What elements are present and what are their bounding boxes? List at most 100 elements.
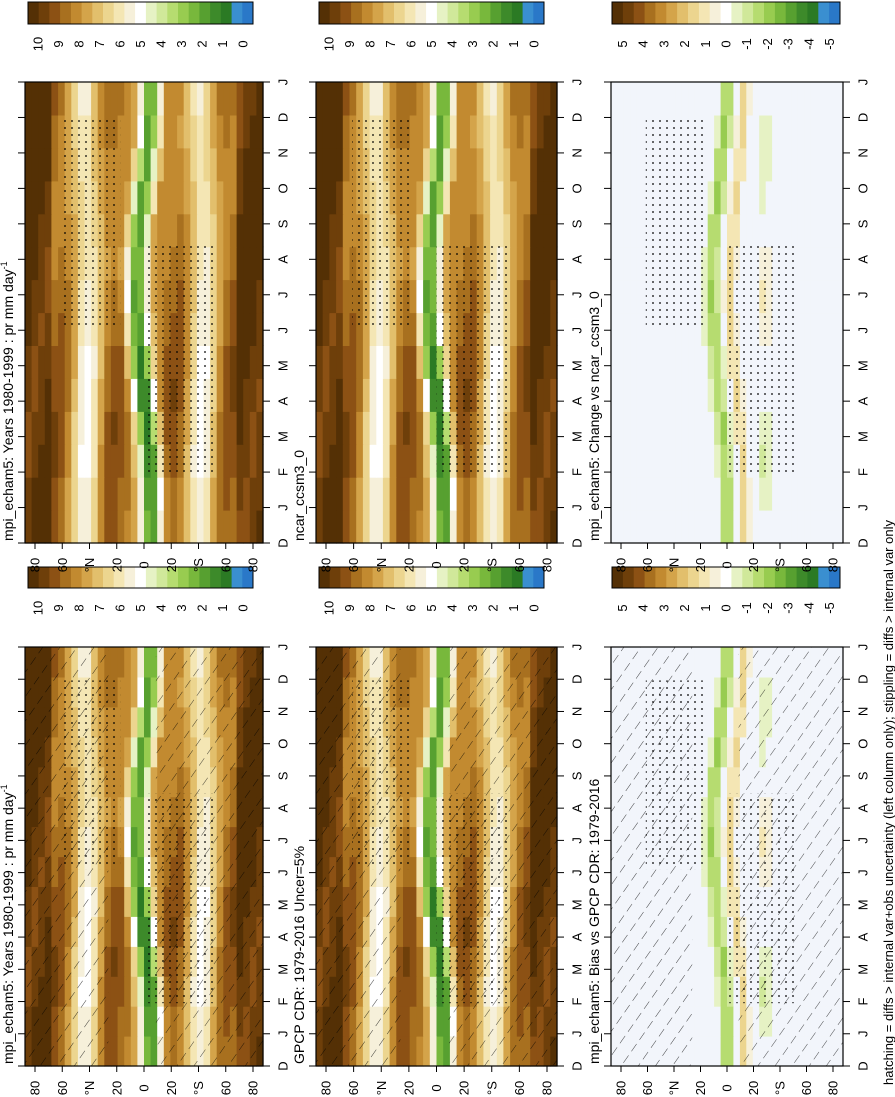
heatmap-cell: [249, 378, 257, 412]
heatmap-cell: [707, 510, 715, 544]
colorbar-swatch: [458, 567, 470, 588]
heatmap-cell: [163, 180, 171, 215]
colorbar-swatch: [70, 567, 82, 588]
heatmap-cell: [817, 180, 825, 215]
heatmap-cell: [746, 477, 754, 511]
heatmap-cell: [157, 213, 165, 248]
heatmap-cell: [636, 477, 644, 511]
heatmap-cell: [177, 82, 185, 116]
heatmap-cell: [389, 444, 397, 478]
heatmap-cell: [656, 477, 664, 511]
heatmap-cell: [403, 378, 411, 412]
heatmap-cell: [523, 510, 531, 544]
heatmap-cell: [810, 444, 818, 478]
stippling-overlay: [645, 118, 704, 327]
heatmap-cell: [617, 279, 625, 314]
heatmap-cell: [256, 411, 264, 445]
heatmap-cell: [630, 180, 638, 215]
colorbar-swatch: [490, 567, 502, 588]
heatmap-cell: [137, 796, 145, 828]
heatmap-cell: [229, 411, 238, 445]
heatmap-cell: [423, 886, 431, 917]
colorbar-swatch: [199, 567, 211, 588]
lat-tick-label: 80: [246, 1081, 261, 1095]
heatmap-cell: [720, 411, 728, 445]
heatmap-cell: [124, 886, 132, 917]
heatmap-cell: [51, 378, 59, 412]
heatmap-cell: [144, 736, 152, 768]
heatmap-cell: [71, 444, 79, 478]
heatmap-cell: [714, 1036, 722, 1067]
heatmap-cell: [714, 180, 722, 215]
colorbar-swatch: [612, 567, 624, 588]
heatmap-cell: [429, 345, 438, 379]
colorbar-tick-label: 3: [656, 40, 671, 47]
heatmap-cell: [130, 213, 138, 248]
heatmap-cell: [236, 213, 244, 248]
heatmap-cell: [223, 411, 231, 445]
heatmap-cell: [409, 886, 417, 917]
heatmap-cell: [707, 826, 715, 858]
heatmap-cell: [356, 477, 364, 511]
lat-tick-label: °S: [773, 558, 788, 572]
heatmap-cell: [229, 378, 238, 412]
heatmap-cell: [817, 114, 825, 149]
colorbar-swatch: [774, 2, 787, 24]
colorbar-swatch: [113, 567, 125, 588]
month-tick-label: M: [570, 431, 585, 442]
heatmap-cell: [416, 796, 424, 828]
heatmap-cell: [530, 378, 538, 412]
heatmap-cell: [752, 147, 760, 182]
heatmap-cell: [483, 147, 491, 182]
heatmap-cell: [714, 976, 722, 1007]
heatmap-cell: [456, 180, 464, 215]
heatmap-cell: [830, 378, 838, 412]
heatmap-cell: [759, 147, 767, 182]
heatmap-cell: [436, 180, 444, 215]
heatmap-cell: [97, 444, 105, 478]
colorbar-swatch: [103, 567, 115, 588]
heatmap-cell: [409, 82, 417, 116]
heatmap-cell: [157, 114, 165, 149]
heatmap-cell: [150, 510, 158, 544]
heatmap-cell: [249, 147, 257, 182]
heatmap-cell: [656, 345, 664, 379]
heatmap-cell: [727, 180, 734, 215]
heatmap-cell: [701, 114, 709, 149]
heatmap-cell: [669, 411, 676, 445]
heatmap-cell: [707, 856, 715, 887]
heatmap-cell: [746, 82, 754, 116]
heatmap-cell: [436, 213, 444, 248]
heatmap-cell: [707, 477, 715, 511]
title-superscript: -1: [0, 784, 9, 792]
heatmap-cell: [669, 378, 676, 412]
heatmap-cell: [342, 345, 351, 379]
heatmap-cell: [669, 477, 676, 511]
heatmap-cell: [25, 180, 33, 215]
month-tick-label: A: [276, 803, 291, 812]
heatmap-cell: [91, 444, 99, 478]
heatmap-cell: [714, 946, 722, 977]
colorbar-swatch: [242, 2, 254, 24]
heatmap-cell: [707, 279, 715, 314]
heatmap-cell: [409, 378, 417, 412]
heatmap-cell: [623, 411, 631, 445]
heatmap-cell: [137, 766, 145, 798]
heatmap-cell: [137, 213, 145, 248]
heatmap-cell: [830, 444, 838, 478]
month-tick-label: D: [856, 675, 871, 684]
heatmap-cell: [137, 736, 145, 768]
heatmap-cell: [443, 147, 451, 182]
colorbar-tick-label: 0: [235, 40, 250, 47]
month-tick-label: M: [570, 964, 585, 975]
heatmap-cell: [110, 312, 119, 346]
heatmap-cell: [772, 147, 780, 182]
heatmap-cell: [44, 477, 52, 511]
heatmap-cell: [476, 82, 484, 116]
colorbar-tick-label: 5: [133, 40, 148, 47]
heatmap-cell: [130, 180, 138, 215]
heatmap-cell: [51, 180, 59, 215]
heatmap-cell: [256, 345, 264, 379]
